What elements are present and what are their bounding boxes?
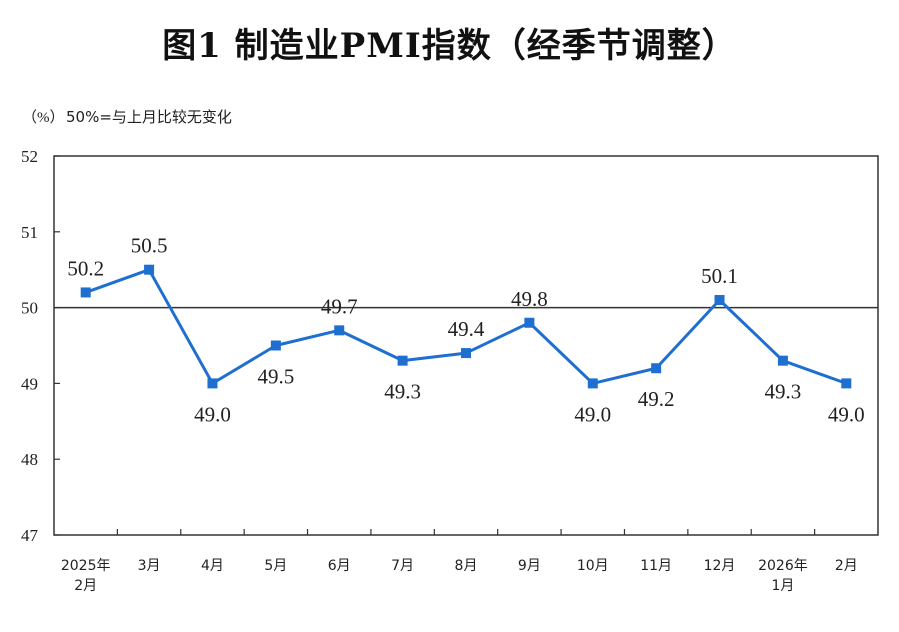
- data-label: 49.3: [384, 380, 421, 404]
- y-axis-unit: （%）: [22, 110, 65, 126]
- data-label: 49.5: [257, 365, 294, 389]
- data-point-marker: [334, 325, 345, 336]
- y-tick-label: 50: [21, 299, 38, 318]
- data-label: 49.0: [194, 402, 231, 426]
- data-point-marker: [587, 378, 598, 389]
- data-point-marker: [207, 378, 218, 389]
- data-label: 50.2: [67, 256, 104, 280]
- x-tick-label: 11月: [640, 558, 672, 574]
- data-label: 49.0: [828, 402, 865, 426]
- data-label: 49.4: [448, 317, 485, 341]
- x-tick-label: 1月: [771, 578, 794, 594]
- data-label: 49.0: [574, 402, 611, 426]
- y-tick-label: 49: [21, 374, 38, 393]
- x-tick-label: 10月: [577, 558, 609, 574]
- x-tick-label: 2026年: [758, 558, 808, 574]
- x-tick-label: 9月: [518, 558, 541, 574]
- data-label: 49.3: [765, 380, 802, 404]
- x-tick-label: 2月: [835, 558, 858, 574]
- data-label: 50.1: [701, 264, 738, 288]
- x-tick-label: 7月: [391, 558, 414, 574]
- data-label: 49.2: [638, 387, 675, 411]
- x-tick-label: 3月: [138, 558, 161, 574]
- y-tick-label: 52: [21, 147, 38, 166]
- y-tick-label: 51: [21, 223, 38, 242]
- x-tick-label: 4月: [201, 558, 224, 574]
- data-point-marker: [144, 264, 155, 275]
- reference-note: 50%=与上月比较无变化: [66, 108, 232, 126]
- data-label: 49.7: [321, 294, 358, 318]
- x-tick-label: 2月: [74, 578, 97, 594]
- data-point-marker: [841, 378, 852, 389]
- data-point-marker: [270, 340, 281, 351]
- x-tick-label: 6月: [328, 558, 351, 574]
- plot-frame: [53, 155, 879, 536]
- y-tick-label: 47: [21, 526, 39, 545]
- data-label: 50.5: [131, 234, 168, 258]
- y-tick-label: 48: [21, 450, 38, 469]
- data-point-marker: [524, 317, 535, 328]
- x-tick-label: 5月: [264, 558, 287, 574]
- data-point-marker: [461, 348, 471, 359]
- x-tick-label: 8月: [455, 558, 478, 574]
- data-point-marker: [397, 355, 408, 366]
- chart-title: 图1 制造业PMI指数（经季节调整）: [162, 26, 737, 66]
- data-point-marker: [714, 295, 725, 306]
- data-point-marker: [777, 355, 788, 366]
- data-point-marker: [80, 287, 91, 298]
- x-tick-label: 12月: [704, 558, 736, 574]
- data-label: 49.8: [511, 287, 548, 311]
- x-tick-label: 2025年: [61, 558, 111, 574]
- data-point-marker: [651, 363, 662, 374]
